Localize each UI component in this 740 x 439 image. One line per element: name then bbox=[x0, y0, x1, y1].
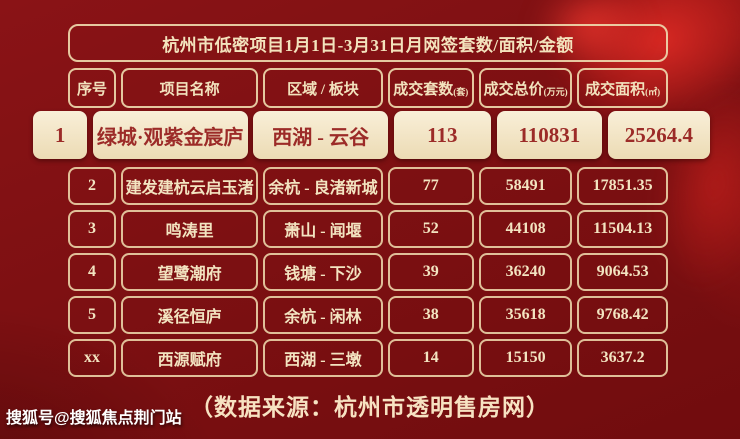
total-price-cell: 58491 bbox=[478, 167, 573, 205]
area-cell: 9768.42 bbox=[577, 296, 668, 334]
area-cell: 17851.35 bbox=[577, 167, 668, 205]
district-cell: 西湖 - 三墩 bbox=[263, 339, 383, 377]
rank-cell: 2 bbox=[68, 167, 116, 205]
table-title: 杭州市低密项目1月1日-3月31日月网签套数/面积/金额 bbox=[68, 24, 668, 62]
total-price-cell: 44108 bbox=[478, 210, 573, 248]
table-header-row: 序号 项目名称 区域 / 板块 成交套数 (套) 成交总价 (万元) 成交面积 (㎡) bbox=[68, 68, 668, 108]
project-cell: 绿城·观紫金宸庐 bbox=[92, 111, 248, 159]
deals-cell: 52 bbox=[387, 210, 474, 248]
table-row: 5 溪径恒庐 余杭 - 闲林 38 35618 9768.42 bbox=[68, 296, 668, 334]
highlighted-top-row: 1 绿城·观紫金宸庐 西湖 - 云谷 113 110831 25264.4 bbox=[33, 111, 710, 159]
project-cell: 建发建杭云启玉渚 bbox=[120, 167, 259, 205]
table-row: 4 望鹭潮府 钱塘 - 下沙 39 36240 9064.53 bbox=[68, 253, 668, 291]
header-cell-deals: 成交套数 (套) bbox=[387, 68, 474, 108]
rank-cell: 4 bbox=[68, 253, 116, 291]
deals-cell: 39 bbox=[387, 253, 474, 291]
deals-cell: 14 bbox=[387, 339, 474, 377]
rank-cell: 1 bbox=[33, 111, 88, 159]
rank-cell: 5 bbox=[68, 296, 116, 334]
total-price-cell: 110831 bbox=[496, 111, 603, 159]
table-row: 2 建发建杭云启玉渚 余杭 - 良渚新城 77 58491 17851.35 bbox=[68, 167, 668, 205]
district-cell: 萧山 - 闻堰 bbox=[263, 210, 383, 248]
area-cell: 11504.13 bbox=[577, 210, 668, 248]
data-source-note: （数据来源：杭州市透明售房网） bbox=[190, 394, 550, 420]
total-price-cell: 36240 bbox=[478, 253, 573, 291]
area-cell: 3637.2 bbox=[577, 339, 668, 377]
project-cell: 鸣涛里 bbox=[120, 210, 259, 248]
total-price-cell: 35618 bbox=[478, 296, 573, 334]
total-price-cell: 15150 bbox=[478, 339, 573, 377]
table-row: 3 鸣涛里 萧山 - 闻堰 52 44108 11504.13 bbox=[68, 210, 668, 248]
district-cell: 余杭 - 良渚新城 bbox=[263, 167, 383, 205]
project-cell: 西源赋府 bbox=[120, 339, 259, 377]
rank-cell: 3 bbox=[68, 210, 116, 248]
rank-cell: xx bbox=[68, 339, 116, 377]
deals-cell: 113 bbox=[393, 111, 492, 159]
header-cell-total-price: 成交总价 (万元) bbox=[478, 68, 573, 108]
watermark-text: 搜狐号@搜狐焦点荆门站 bbox=[6, 410, 182, 427]
district-cell: 钱塘 - 下沙 bbox=[263, 253, 383, 291]
header-cell-area: 成交面积 (㎡) bbox=[577, 68, 668, 108]
header-cell-district: 区域 / 板块 bbox=[263, 68, 383, 108]
area-cell: 9064.53 bbox=[577, 253, 668, 291]
district-cell: 西湖 - 云谷 bbox=[253, 111, 388, 159]
project-cell: 溪径恒庐 bbox=[120, 296, 259, 334]
header-cell-project: 项目名称 bbox=[120, 68, 259, 108]
area-cell: 25264.4 bbox=[607, 111, 710, 159]
district-cell: 余杭 - 闲林 bbox=[263, 296, 383, 334]
header-cell-rank: 序号 bbox=[68, 68, 116, 108]
deals-cell: 38 bbox=[387, 296, 474, 334]
project-cell: 望鹭潮府 bbox=[120, 253, 259, 291]
table-row: xx 西源赋府 西湖 - 三墩 14 15150 3637.2 bbox=[68, 339, 668, 377]
deals-cell: 77 bbox=[387, 167, 474, 205]
ranking-table: 杭州市低密项目1月1日-3月31日月网签套数/面积/金额 序号 项目名称 区域 … bbox=[68, 24, 668, 382]
